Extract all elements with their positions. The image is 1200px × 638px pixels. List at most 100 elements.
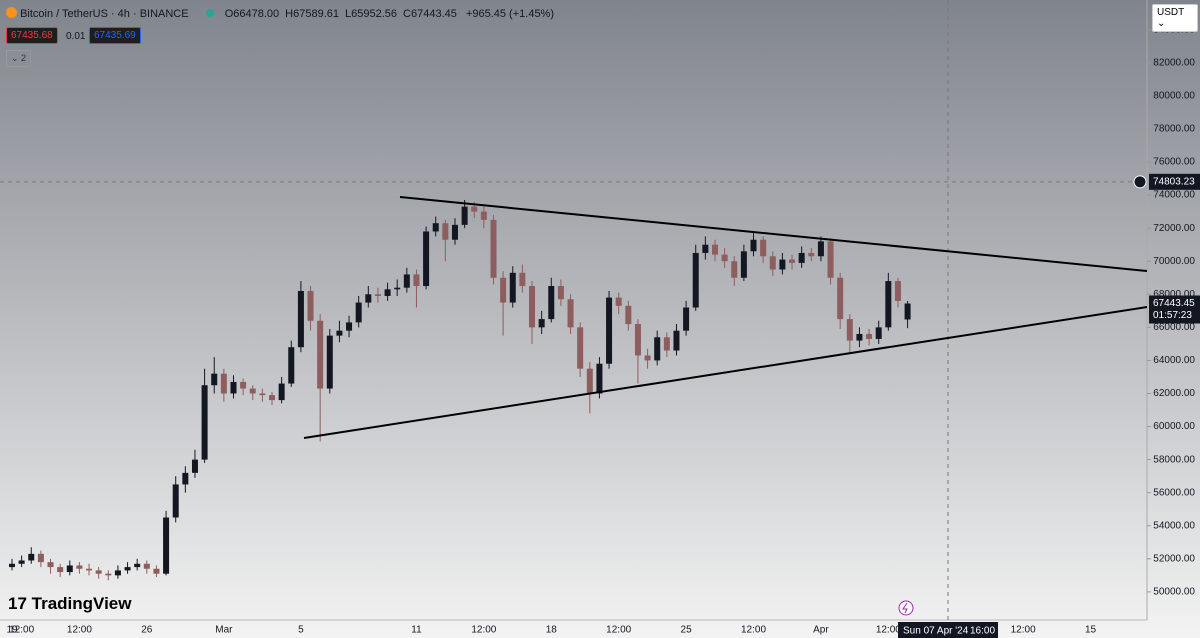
symbol: Bitcoin / TetherUS · 4h · BINANCE <box>20 8 189 20</box>
candle-body <box>442 223 449 240</box>
candle-body <box>182 472 189 485</box>
x-tick-label: 26 <box>141 625 153 636</box>
y-tick-label: 58000.00 <box>1153 454 1195 465</box>
candle-body <box>856 333 863 341</box>
currency-select[interactable]: USDT ⌄ <box>1152 4 1198 32</box>
candle-body <box>769 256 776 270</box>
candle-body <box>519 272 526 287</box>
candle-body <box>509 272 516 303</box>
x-tick-label: Apr <box>813 625 829 636</box>
candle-body <box>692 252 699 308</box>
candle-body <box>95 570 102 574</box>
event-icon[interactable] <box>898 600 914 616</box>
x-tick-label: Mar <box>215 625 233 636</box>
indicators-toggle[interactable]: ⌄ 2 <box>6 50 32 67</box>
candle-body <box>596 363 603 394</box>
y-tick-label: 64000.00 <box>1153 355 1195 366</box>
candle-body <box>374 294 381 296</box>
candle-body <box>153 568 160 574</box>
candle-body <box>249 388 256 394</box>
candle-body <box>490 219 497 278</box>
candle-body <box>673 330 680 351</box>
candle-body <box>220 373 227 394</box>
candle-body <box>105 573 112 576</box>
crosshair-time: 16:00 <box>970 626 995 637</box>
last-price: 67443.45 <box>1153 298 1195 309</box>
candle-body <box>663 337 670 351</box>
crosshair-date: Sun 07 Apr '24 <box>903 626 969 637</box>
buy-price[interactable]: 67435.69 <box>89 27 141 44</box>
candle-body <box>866 333 873 339</box>
ohlc-value: 65952.56 <box>351 8 398 20</box>
crosshair-date-tag <box>898 622 998 638</box>
candle-body <box>317 320 324 389</box>
trendline-lower <box>303 306 1148 439</box>
crosshair-price: 74803.23 <box>1153 176 1195 187</box>
x-tick-label: 12:00 <box>9 625 34 636</box>
candle-body <box>451 224 458 240</box>
candle-body <box>846 319 853 341</box>
ohlc: O66478.00 H67589.61 L65952.56 C67443.45 <box>225 8 463 20</box>
add-alert-button <box>1133 175 1147 189</box>
x-tick-label: 18 <box>546 625 558 636</box>
x-tick-label: 19 <box>6 625 18 636</box>
y-tick-label: 76000.00 <box>1153 157 1195 168</box>
candle-body <box>789 259 796 263</box>
ohlc-value: 67443.45 <box>410 8 457 20</box>
candle-body <box>721 254 728 262</box>
candle-body <box>548 286 555 320</box>
candle-body <box>606 297 613 364</box>
candle-body <box>480 211 487 220</box>
candle-body <box>403 274 410 288</box>
candle-body <box>500 277 507 303</box>
sell-price[interactable]: 67435.68 <box>6 27 58 44</box>
candle-body <box>269 395 276 401</box>
candle-body <box>875 327 882 339</box>
candle-body <box>240 381 247 389</box>
candle-body <box>114 570 121 576</box>
candle-body <box>837 277 844 320</box>
candle-body <box>894 281 901 301</box>
candle-body <box>750 239 757 252</box>
candle-body <box>211 373 218 386</box>
y-tick-label: 60000.00 <box>1153 421 1195 432</box>
candle-body <box>384 289 391 296</box>
candle-body <box>172 484 179 518</box>
candle-body <box>163 517 170 574</box>
candle-body <box>346 322 353 331</box>
candle-body <box>124 567 131 571</box>
candle-body <box>529 286 536 328</box>
ohlc-key: L <box>345 8 352 20</box>
candle-body <box>760 239 767 257</box>
event-icon-bolt <box>902 602 908 614</box>
candle-body <box>66 565 73 573</box>
y-tick-label: 78000.00 <box>1153 124 1195 135</box>
candle-body <box>143 563 150 569</box>
ohlc-key: O <box>224 8 234 20</box>
candle-body <box>57 567 64 573</box>
header: Bitcoin / TetherUS · 4h · BINANCE O66478… <box>6 7 554 20</box>
y-tick-label: 66000.00 <box>1153 322 1195 333</box>
candle-body <box>904 303 911 320</box>
x-tick-label: 25 <box>681 625 693 636</box>
candle-body <box>644 355 651 361</box>
x-tick-label: 12:00 <box>1011 625 1036 636</box>
candle-body <box>711 244 718 255</box>
x-tick-label: 15 <box>1085 625 1097 636</box>
logo-text: TradingView <box>31 594 132 613</box>
ohlc-key: H <box>285 8 294 20</box>
y-tick-label: 62000.00 <box>1153 388 1195 399</box>
currency: USDT <box>1157 7 1185 18</box>
candle-body <box>326 335 333 389</box>
y-tick-label: 72000.00 <box>1153 223 1195 234</box>
candle-body <box>654 337 661 361</box>
candle-body <box>557 286 564 300</box>
candle-body <box>625 305 632 325</box>
candle-body <box>634 324 641 356</box>
candle-body <box>278 383 285 401</box>
candle-body <box>586 368 593 394</box>
candle-body <box>808 252 815 257</box>
candle-body <box>355 302 362 323</box>
x-tick-label: 12:00 <box>67 625 92 636</box>
